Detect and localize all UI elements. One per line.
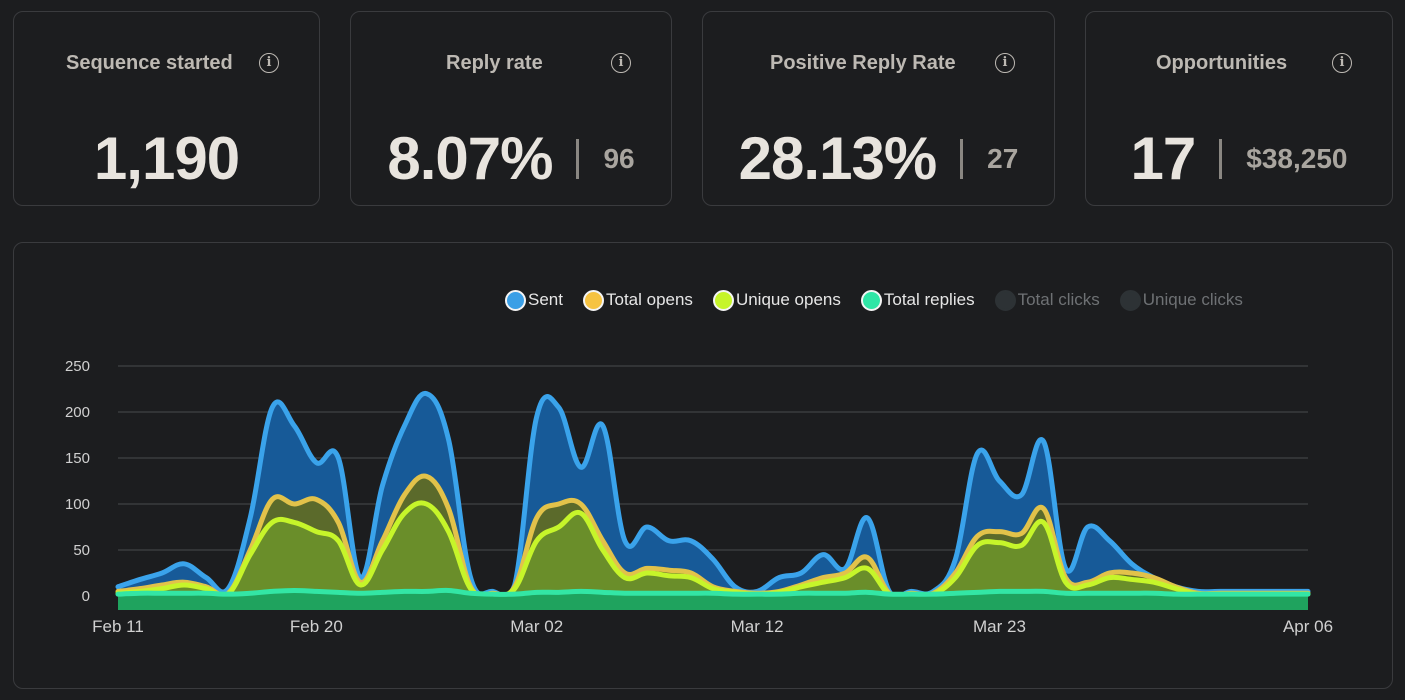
metric-card-sequence-started: Sequence started i 1,190 (13, 11, 320, 206)
legend-item-unique-opens[interactable]: Unique opens (712, 289, 841, 311)
legend-label: Unique opens (735, 290, 841, 309)
x-tick-label: Mar 23 (973, 617, 1026, 636)
series-line-sent (115, 391, 1311, 600)
metric-secondary-value: $38,250 (1246, 143, 1348, 174)
divider (576, 139, 580, 179)
metric-title: Sequence started (66, 52, 233, 74)
divider (960, 139, 964, 179)
metric-value: 17 (1130, 125, 1197, 192)
y-tick-label: 0 (82, 588, 90, 605)
y-tick-label: 150 (65, 450, 90, 467)
legend-dot-icon (994, 289, 1016, 311)
x-tick-label: Feb 20 (290, 617, 343, 636)
metric-value: 1,190 (93, 125, 240, 192)
metric-secondary-value: 96 (603, 143, 635, 174)
x-tick-label: Mar 02 (510, 617, 563, 636)
info-icon[interactable]: i (611, 53, 631, 73)
legend-label: Total replies (883, 290, 975, 309)
x-tick-label: Feb 11 (92, 617, 144, 636)
legend-dot-icon (712, 289, 734, 311)
info-icon[interactable]: i (995, 53, 1015, 73)
y-tick-label: 250 (65, 358, 90, 375)
metric-value: 8.07% (387, 125, 553, 192)
legend-dot-icon (582, 289, 604, 311)
x-tick-label: Apr 06 (1283, 617, 1333, 636)
legend-item-total-clicks[interactable]: Total clicks (994, 289, 1100, 311)
metric-value: 28.13% (738, 125, 937, 192)
chart-card (13, 242, 1393, 689)
legend-label: Unique clicks (1142, 290, 1243, 309)
legend-dot-icon (860, 289, 882, 311)
legend-label: Sent (528, 290, 563, 309)
series-line-unique-opens (115, 500, 1311, 599)
legend-label: Total opens (605, 290, 693, 309)
metric-title: Reply rate (446, 52, 543, 74)
metric-title: Positive Reply Rate (770, 52, 956, 74)
legend-dot-icon (1119, 289, 1141, 311)
metric-card-reply-rate: Reply rate i 8.07% 96 (350, 11, 672, 206)
divider (1219, 139, 1223, 179)
legend-item-total-replies[interactable]: Total replies (860, 289, 975, 311)
series-area-unique-opens (118, 502, 1308, 610)
metric-title: Opportunities (1156, 52, 1288, 74)
chart-legend: Sent Total opens Unique opens Total repl… (505, 288, 1263, 312)
info-icon[interactable]: i (1332, 53, 1352, 73)
legend-item-total-opens[interactable]: Total opens (582, 289, 693, 311)
series-area-total-replies (118, 590, 1308, 610)
legend-item-sent[interactable]: Sent (505, 289, 563, 311)
y-tick-label: 100 (65, 496, 90, 513)
legend-dot-icon (505, 289, 526, 311)
series-line-total-replies (115, 587, 1311, 597)
legend-label: Total clicks (1017, 290, 1100, 309)
x-tick-label: Mar 12 (731, 617, 784, 636)
legend-item-unique-clicks[interactable]: Unique clicks (1119, 289, 1243, 311)
metric-card-positive-reply-rate: Positive Reply Rate i 28.13% 27 (702, 11, 1055, 206)
y-tick-label: 200 (65, 404, 90, 421)
metric-secondary-value: 27 (987, 143, 1019, 174)
y-tick-label: 50 (73, 542, 90, 559)
info-icon[interactable]: i (259, 53, 279, 73)
metric-card-opportunities: Opportunities i 17 $38,250 (1085, 11, 1393, 206)
